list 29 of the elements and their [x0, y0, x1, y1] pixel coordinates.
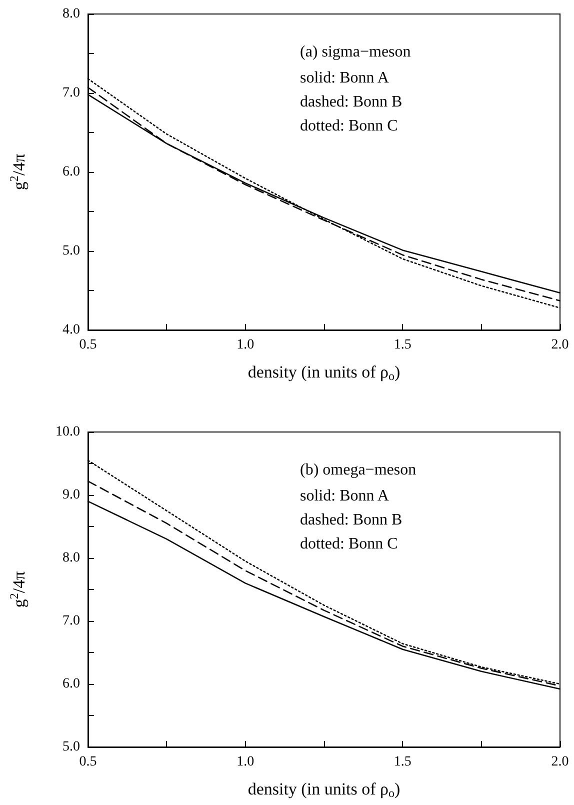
x-tick-label: 1.5: [394, 338, 412, 352]
annotation: dashed: Bonn B: [300, 512, 402, 528]
y-tick-label: 8.0: [62, 550, 80, 566]
x-tick-label: 1.0: [236, 754, 254, 770]
x-tick-label: 0.5: [79, 754, 97, 770]
annotation: solid: Bonn A: [300, 488, 390, 504]
y-axis-title: g2/4π: [7, 570, 28, 608]
y-tick-label: 6.0: [62, 676, 80, 692]
annotation: solid: Bonn A: [300, 70, 390, 86]
y-tick-label: 7.0: [62, 86, 80, 100]
x-tick-label: 2.0: [551, 754, 569, 770]
annotation: (b) omega−meson: [300, 462, 416, 478]
y-tick-label: 10.0: [56, 424, 80, 440]
y-tick-label: 7.0: [62, 614, 80, 628]
y-tick-label: 8.0: [62, 6, 80, 22]
y-tick-label: 6.0: [62, 164, 80, 180]
x-tick-label: 0.5: [79, 338, 97, 352]
annotation: dashed: Bonn B: [300, 94, 402, 110]
x-tick-label: 2.0: [551, 338, 569, 352]
annotation: (a) sigma−meson: [300, 44, 411, 60]
y-tick-label: 5.0: [62, 244, 80, 258]
y-axis-title: g2/4π: [7, 153, 28, 190]
y-tick-label: 9.0: [62, 488, 80, 502]
annotation: dotted: Bonn C: [300, 118, 398, 134]
x-tick-label: 1.5: [394, 754, 412, 770]
y-tick-label: 5.0: [62, 740, 80, 754]
y-tick-label: 4.0: [62, 322, 80, 338]
annotation: dotted: Bonn C: [300, 536, 398, 552]
x-tick-label: 1.0: [236, 338, 254, 352]
